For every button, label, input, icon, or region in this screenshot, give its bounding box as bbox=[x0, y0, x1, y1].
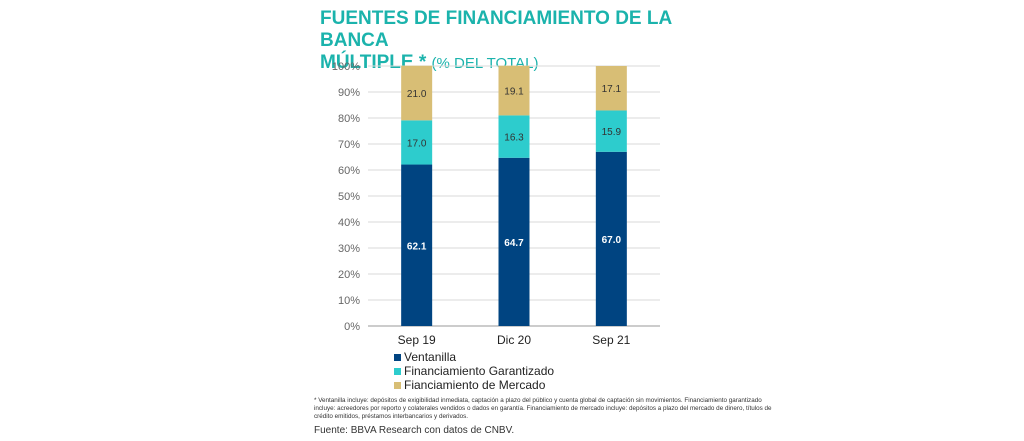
data-label: 15.9 bbox=[602, 127, 622, 138]
y-tick-label: 80% bbox=[338, 113, 360, 125]
bar-segment bbox=[401, 164, 433, 326]
x-tick-label: Sep 19 bbox=[398, 333, 436, 347]
bar-segment bbox=[498, 157, 530, 326]
y-tick-label: 60% bbox=[338, 165, 360, 177]
x-tick-label: Sep 21 bbox=[592, 333, 630, 347]
y-tick-label: 70% bbox=[338, 139, 360, 151]
data-label: 19.1 bbox=[504, 87, 524, 98]
chart-title: FUENTES DE FINANCIAMIENTO DE LA BANCA MÚ… bbox=[320, 8, 740, 75]
data-label: 62.1 bbox=[407, 241, 427, 252]
legend-item: Financiamiento Garantizado bbox=[394, 364, 554, 378]
bar-segment bbox=[498, 65, 530, 116]
bar-segment bbox=[401, 120, 433, 165]
data-label: 17.1 bbox=[602, 84, 622, 95]
y-tick-label: 90% bbox=[338, 87, 360, 99]
bar-segment bbox=[595, 66, 627, 111]
data-label: 64.7 bbox=[504, 238, 524, 249]
y-tick-label: 50% bbox=[338, 191, 360, 203]
bar-segment bbox=[498, 115, 530, 158]
y-tick-label: 40% bbox=[338, 217, 360, 229]
footnote: * Ventanilla incluye: depósitos de exigi… bbox=[314, 397, 772, 420]
y-tick-label: 0% bbox=[344, 321, 360, 333]
y-tick-label: 10% bbox=[338, 295, 360, 307]
data-label: 17.0 bbox=[407, 138, 427, 149]
legend-label: Ventanilla bbox=[404, 350, 457, 364]
source-note: Fuente: BBVA Research con datos de CNBV. bbox=[314, 425, 515, 436]
y-tick-label: 20% bbox=[338, 269, 360, 281]
y-tick-label: 100% bbox=[332, 61, 360, 73]
bar-segment bbox=[595, 151, 627, 326]
legend-item: Fianciamiento de Mercado bbox=[394, 378, 554, 392]
data-label: 16.3 bbox=[504, 133, 524, 144]
x-tick-label: Dic 20 bbox=[497, 333, 531, 347]
chart-legend: Ventanilla Financiamiento Garantizado Fian… bbox=[394, 350, 554, 392]
bar-segment bbox=[401, 65, 433, 121]
legend-swatch bbox=[394, 381, 401, 389]
legend-swatch bbox=[394, 353, 401, 361]
y-tick-label: 30% bbox=[338, 243, 360, 255]
data-label: 67.0 bbox=[602, 235, 622, 246]
legend-label: Financiamiento Garantizado bbox=[404, 364, 555, 378]
legend-swatch bbox=[394, 367, 401, 375]
data-label: 21.0 bbox=[407, 89, 427, 100]
chart-title-line2-main: MÚLTIPLE * bbox=[320, 52, 427, 73]
chart-title-line1: FUENTES DE FINANCIAMIENTO DE LA BANCA bbox=[320, 8, 672, 51]
legend-item: Ventanilla bbox=[394, 350, 554, 364]
legend-label: Fianciamiento de Mercado bbox=[404, 378, 546, 392]
bar-segment bbox=[595, 110, 627, 152]
